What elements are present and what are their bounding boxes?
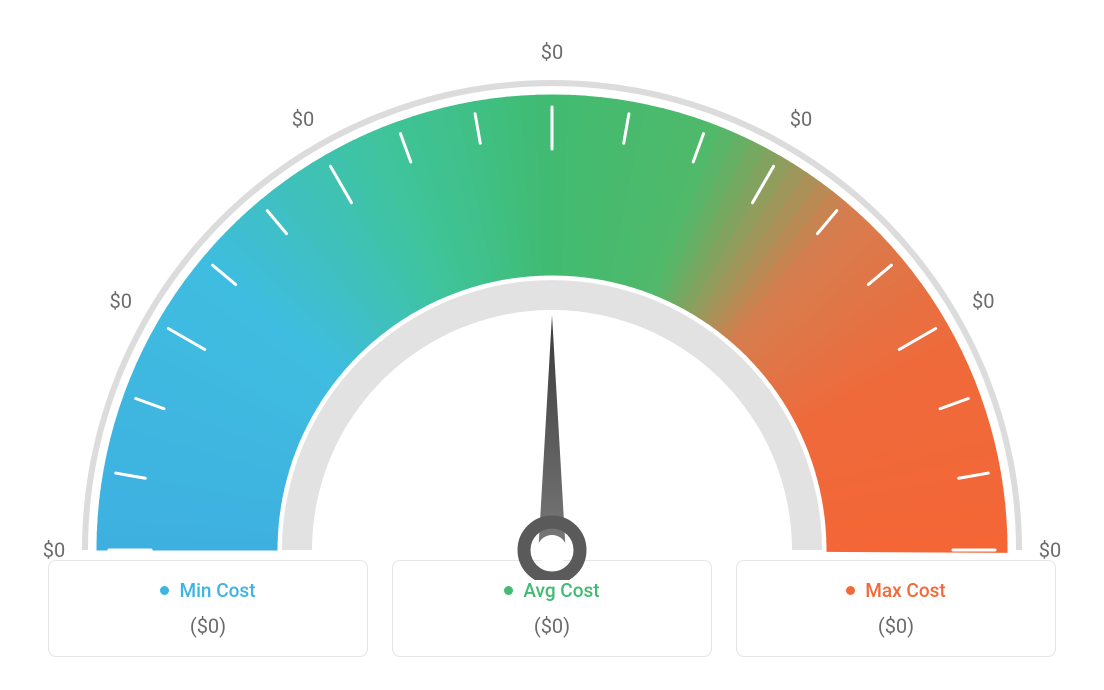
legend-title-avg: Avg Cost xyxy=(504,579,599,602)
gauge-tick-label: $0 xyxy=(541,40,563,64)
gauge-tick-label: $0 xyxy=(109,289,131,313)
gauge-tick-label: $0 xyxy=(43,538,65,562)
legend-label-min: Min Cost xyxy=(179,579,255,602)
legend-value-max: ($0) xyxy=(757,614,1035,638)
gauge-tick-label: $0 xyxy=(1039,538,1061,562)
gauge-tick-label: $0 xyxy=(790,107,812,131)
legend-dot-max xyxy=(846,586,855,595)
legend-label-max: Max Cost xyxy=(865,579,945,602)
legend-value-avg: ($0) xyxy=(413,614,691,638)
legend-value-min: ($0) xyxy=(69,614,347,638)
gauge-tick-label: $0 xyxy=(972,289,994,313)
gauge-tick-label: $0 xyxy=(292,107,314,131)
legend-label-avg: Avg Cost xyxy=(523,579,599,602)
gauge-chart: $0 $0 $0 $0 $0 $0 $0 xyxy=(0,0,1104,560)
legend-title-min: Min Cost xyxy=(160,579,255,602)
legend-dot-min xyxy=(160,586,169,595)
gauge-svg xyxy=(0,20,1104,580)
legend-title-max: Max Cost xyxy=(846,579,945,602)
legend-dot-avg xyxy=(504,586,513,595)
